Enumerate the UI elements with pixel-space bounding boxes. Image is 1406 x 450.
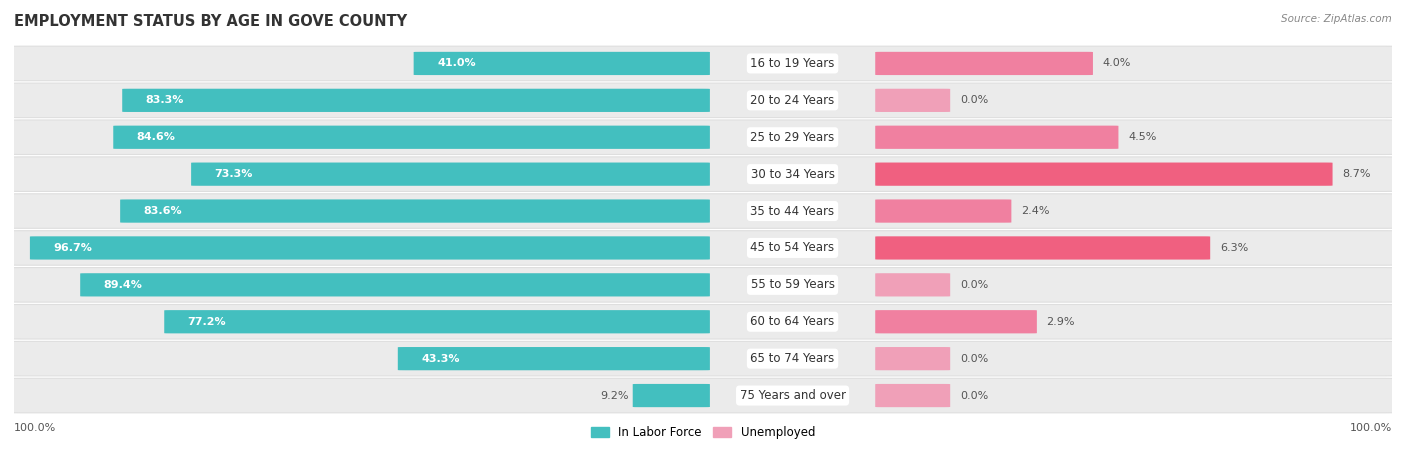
Text: 4.5%: 4.5% — [1128, 132, 1157, 142]
Text: 0.0%: 0.0% — [960, 280, 988, 290]
Text: 100.0%: 100.0% — [14, 423, 56, 433]
Text: 8.7%: 8.7% — [1343, 169, 1371, 179]
Text: 45 to 54 Years: 45 to 54 Years — [751, 242, 835, 254]
Legend: In Labor Force, Unemployed: In Labor Force, Unemployed — [586, 422, 820, 444]
FancyBboxPatch shape — [10, 305, 1396, 339]
Text: 84.6%: 84.6% — [136, 132, 176, 142]
FancyBboxPatch shape — [120, 199, 710, 223]
FancyBboxPatch shape — [10, 83, 1396, 117]
Text: 0.0%: 0.0% — [960, 354, 988, 364]
Text: 25 to 29 Years: 25 to 29 Years — [751, 131, 835, 144]
Text: 60 to 64 Years: 60 to 64 Years — [751, 315, 835, 328]
FancyBboxPatch shape — [80, 273, 710, 297]
Text: EMPLOYMENT STATUS BY AGE IN GOVE COUNTY: EMPLOYMENT STATUS BY AGE IN GOVE COUNTY — [14, 14, 408, 28]
Text: 73.3%: 73.3% — [215, 169, 253, 179]
FancyBboxPatch shape — [10, 157, 1396, 191]
Text: 77.2%: 77.2% — [187, 317, 226, 327]
Text: 43.3%: 43.3% — [422, 354, 460, 364]
FancyBboxPatch shape — [10, 342, 1396, 376]
FancyBboxPatch shape — [10, 194, 1396, 228]
Text: 83.6%: 83.6% — [143, 206, 183, 216]
FancyBboxPatch shape — [875, 236, 1211, 260]
Text: 35 to 44 Years: 35 to 44 Years — [751, 205, 835, 217]
FancyBboxPatch shape — [875, 199, 1011, 223]
FancyBboxPatch shape — [875, 273, 950, 297]
FancyBboxPatch shape — [875, 384, 950, 407]
Text: 30 to 34 Years: 30 to 34 Years — [751, 168, 835, 180]
Text: 9.2%: 9.2% — [600, 391, 628, 401]
FancyBboxPatch shape — [10, 378, 1396, 413]
FancyBboxPatch shape — [10, 46, 1396, 81]
Text: 65 to 74 Years: 65 to 74 Years — [751, 352, 835, 365]
FancyBboxPatch shape — [30, 236, 710, 260]
Text: 2.4%: 2.4% — [1021, 206, 1049, 216]
Text: Source: ZipAtlas.com: Source: ZipAtlas.com — [1281, 14, 1392, 23]
Text: 6.3%: 6.3% — [1220, 243, 1249, 253]
FancyBboxPatch shape — [875, 162, 1333, 186]
FancyBboxPatch shape — [875, 347, 950, 370]
Text: 100.0%: 100.0% — [1350, 423, 1392, 433]
Text: 4.0%: 4.0% — [1102, 58, 1130, 68]
FancyBboxPatch shape — [10, 231, 1396, 265]
Text: 16 to 19 Years: 16 to 19 Years — [751, 57, 835, 70]
FancyBboxPatch shape — [10, 268, 1396, 302]
Text: 75 Years and over: 75 Years and over — [740, 389, 845, 402]
FancyBboxPatch shape — [165, 310, 710, 333]
Text: 0.0%: 0.0% — [960, 391, 988, 401]
Text: 55 to 59 Years: 55 to 59 Years — [751, 279, 835, 291]
FancyBboxPatch shape — [875, 52, 1092, 75]
Text: 41.0%: 41.0% — [437, 58, 475, 68]
Text: 0.0%: 0.0% — [960, 95, 988, 105]
FancyBboxPatch shape — [122, 89, 710, 112]
Text: 96.7%: 96.7% — [53, 243, 93, 253]
FancyBboxPatch shape — [398, 347, 710, 370]
FancyBboxPatch shape — [10, 120, 1396, 154]
FancyBboxPatch shape — [875, 126, 1118, 149]
Text: 89.4%: 89.4% — [104, 280, 142, 290]
FancyBboxPatch shape — [875, 310, 1036, 333]
Text: 20 to 24 Years: 20 to 24 Years — [751, 94, 835, 107]
FancyBboxPatch shape — [633, 384, 710, 407]
FancyBboxPatch shape — [191, 162, 710, 186]
FancyBboxPatch shape — [413, 52, 710, 75]
Text: 83.3%: 83.3% — [146, 95, 184, 105]
FancyBboxPatch shape — [114, 126, 710, 149]
Text: 2.9%: 2.9% — [1046, 317, 1076, 327]
FancyBboxPatch shape — [875, 89, 950, 112]
